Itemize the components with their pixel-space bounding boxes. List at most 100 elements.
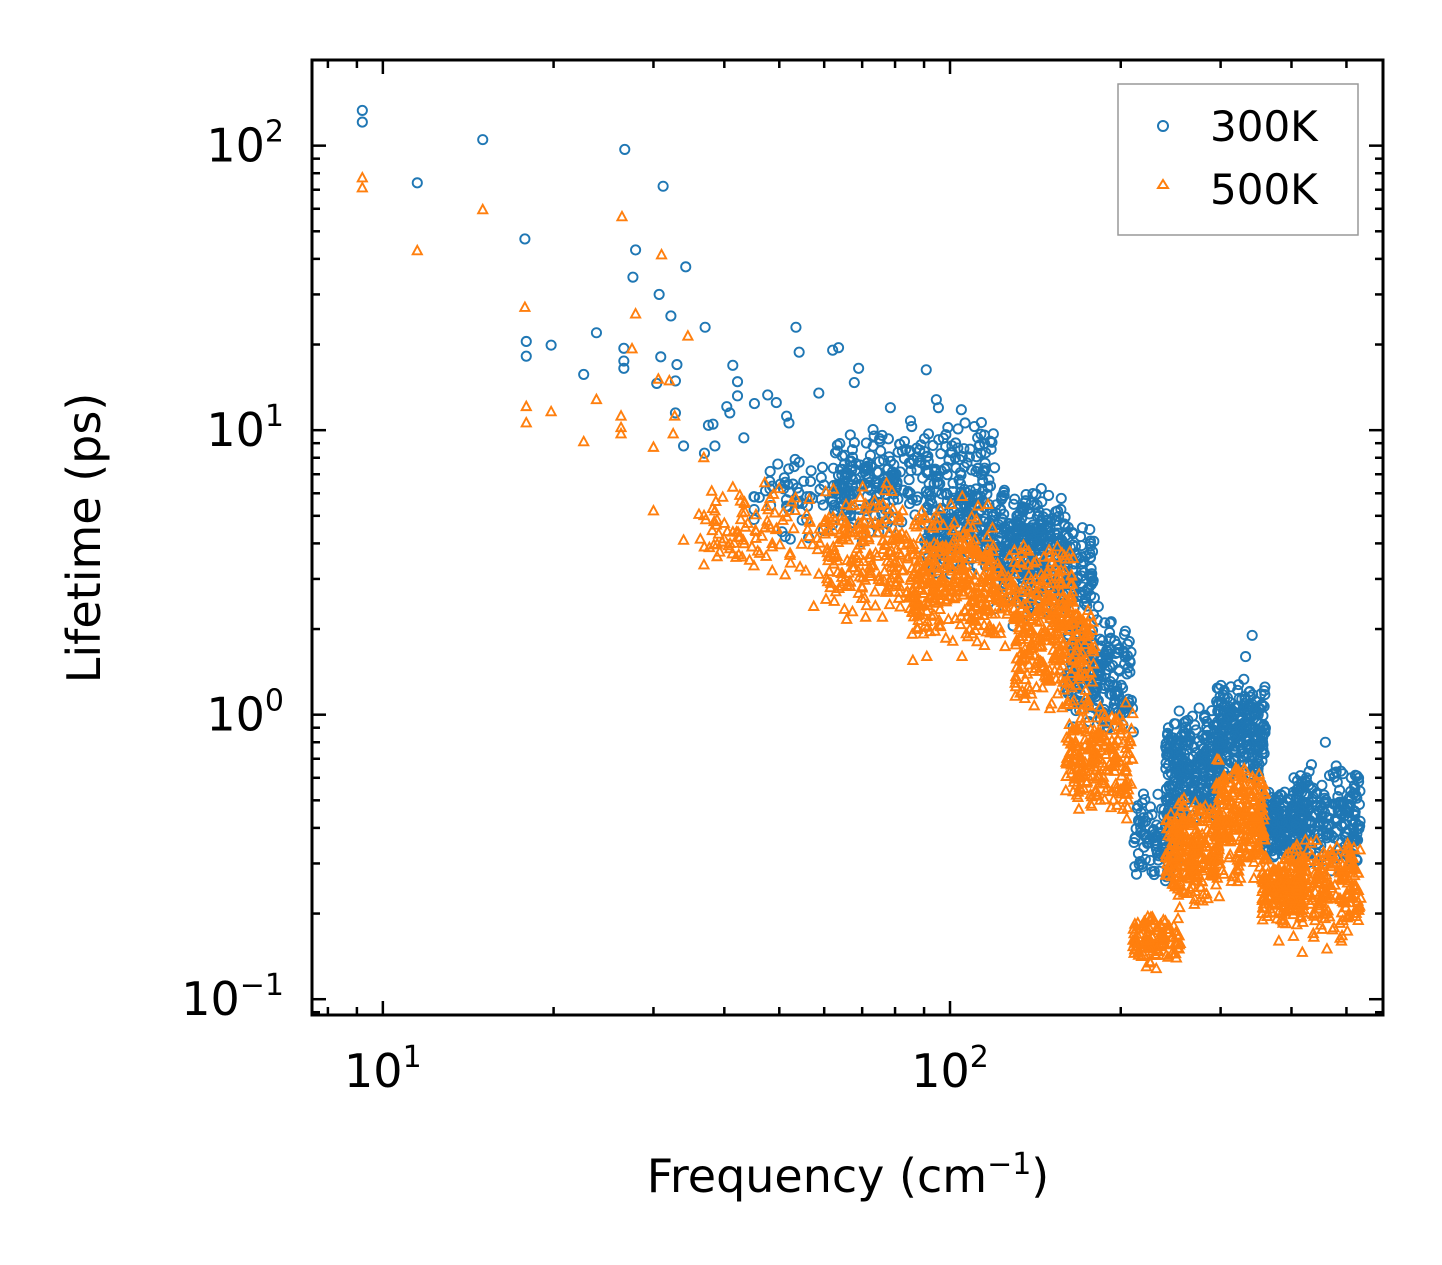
point-500k <box>1078 629 1091 642</box>
point-300k <box>520 335 532 348</box>
point-300k <box>884 402 896 414</box>
point-500k <box>1145 929 1158 941</box>
point-300k <box>1236 755 1248 767</box>
point-500k <box>857 534 871 547</box>
point-500k <box>1170 866 1184 878</box>
point-500k <box>944 497 958 509</box>
point-500k <box>1247 871 1261 883</box>
point-500k <box>1348 878 1361 890</box>
point-300k <box>1193 702 1205 714</box>
point-300k <box>793 456 805 468</box>
point-300k <box>1303 816 1315 828</box>
point-300k <box>859 461 871 473</box>
point-500k <box>972 618 985 631</box>
point-500k <box>1074 720 1088 733</box>
point-500k <box>780 509 794 522</box>
point-500k <box>885 511 899 523</box>
point-300k <box>702 419 714 431</box>
point-500k <box>1347 906 1360 918</box>
point-500k <box>625 341 639 354</box>
point-500k <box>1185 854 1198 866</box>
point-500k <box>1027 664 1040 676</box>
point-500k <box>1096 715 1110 727</box>
point-500k <box>1252 824 1266 836</box>
point-300k <box>1098 682 1110 695</box>
point-500k <box>994 602 1008 614</box>
point-500k <box>1297 857 1310 870</box>
point-500k <box>918 563 932 575</box>
point-300k <box>1305 759 1317 771</box>
point-500k <box>945 539 958 552</box>
point-500k <box>1087 657 1100 669</box>
point-500k <box>772 481 786 494</box>
point-500k <box>897 563 910 575</box>
point-500k <box>1234 799 1247 811</box>
point-500k <box>1073 672 1086 684</box>
point-500k <box>784 556 797 568</box>
point-300k <box>935 465 947 477</box>
point-500k <box>1036 655 1050 668</box>
point-500k <box>1196 894 1209 906</box>
point-300k <box>946 446 958 458</box>
point-300k <box>1043 489 1055 501</box>
point-500k <box>1212 889 1226 902</box>
point-300k <box>834 437 846 450</box>
point-500k <box>994 626 1007 638</box>
point-500k <box>1174 936 1187 948</box>
point-300k <box>1223 709 1235 721</box>
point-500k <box>1245 831 1259 844</box>
point-500k <box>1312 894 1326 907</box>
point-500k <box>1290 838 1304 850</box>
point-500k <box>1002 575 1015 587</box>
scatter-points <box>356 104 1367 974</box>
point-500k <box>1183 882 1197 894</box>
point-500k <box>1108 764 1122 776</box>
point-500k <box>922 553 935 565</box>
point-500k <box>942 612 955 624</box>
point-500k <box>982 558 995 571</box>
point-500k <box>1036 680 1049 693</box>
point-500k <box>1079 697 1093 710</box>
point-500k <box>1312 901 1326 914</box>
point-300k <box>1189 719 1201 731</box>
point-300k <box>965 505 977 517</box>
point-500k <box>1255 906 1269 919</box>
point-500k <box>927 521 940 533</box>
point-500k <box>820 571 834 584</box>
point-500k <box>1150 961 1163 974</box>
point-500k <box>842 566 855 578</box>
point-300k <box>860 468 872 480</box>
point-500k <box>1035 600 1048 612</box>
point-500k <box>1312 898 1326 911</box>
point-500k <box>1320 942 1334 954</box>
point-500k <box>1296 915 1309 927</box>
point-500k <box>883 575 896 587</box>
point-500k <box>1103 739 1117 752</box>
point-300k <box>783 463 795 475</box>
point-500k <box>1079 764 1093 776</box>
point-300k <box>1104 633 1116 645</box>
point-300k <box>848 377 860 389</box>
point-300k <box>1117 682 1129 694</box>
point-500k <box>1019 687 1032 699</box>
point-500k <box>1162 850 1175 863</box>
point-300k <box>1105 616 1117 628</box>
point-500k <box>1208 867 1221 879</box>
point-500k <box>1025 612 1039 624</box>
point-500k <box>1257 777 1270 790</box>
point-500k <box>1081 603 1095 616</box>
point-500k <box>1256 848 1269 860</box>
point-300k <box>1347 818 1359 831</box>
point-500k <box>1109 777 1122 789</box>
point-500k <box>1054 584 1068 597</box>
point-500k <box>963 551 976 564</box>
point-500k <box>1191 870 1204 883</box>
point-500k <box>1182 866 1195 878</box>
point-500k <box>1131 916 1144 928</box>
point-300k <box>411 177 423 189</box>
point-500k <box>984 569 997 582</box>
point-300k <box>784 533 796 545</box>
point-500k <box>668 409 681 421</box>
point-300k <box>1251 734 1263 746</box>
